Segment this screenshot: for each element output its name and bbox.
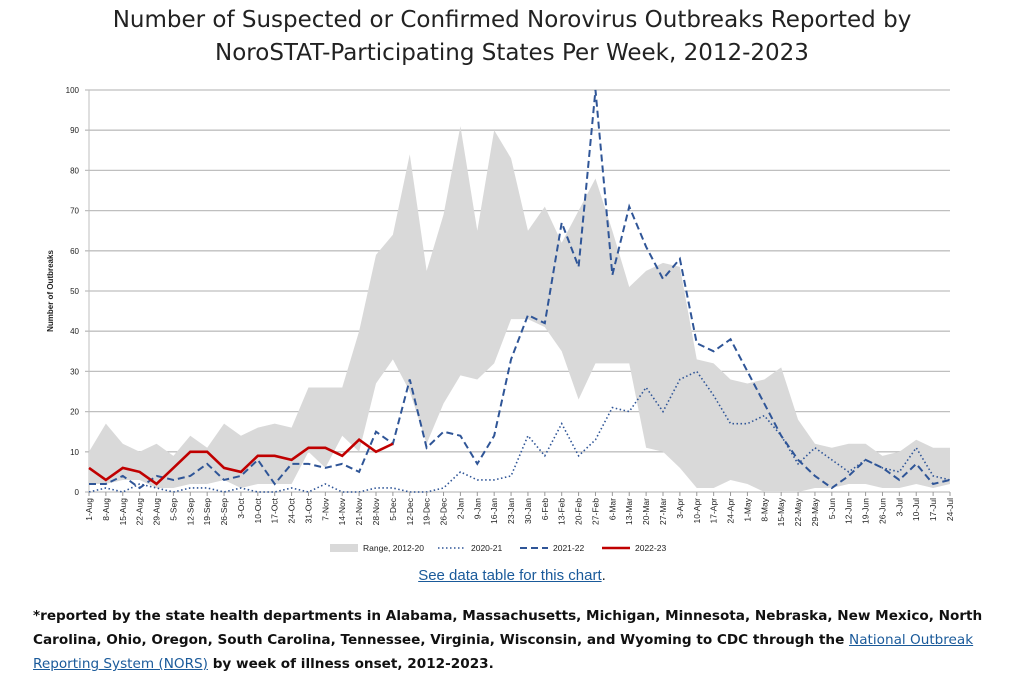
y-tick-label: 70 [70, 207, 79, 216]
legend-label: 2022-23 [635, 543, 666, 553]
series-line-2020-21 [88, 370, 951, 493]
x-tick-label: 3-Oct [236, 497, 246, 518]
x-tick-label: 30-Jan [523, 498, 533, 524]
x-tick-label: 27-Feb [590, 498, 600, 525]
legend-label: 2021-22 [553, 543, 584, 553]
legend: Range, 2012-20 2020-21 2021-22 2022-23 [330, 543, 666, 553]
x-tick-label: 6-Mar [607, 498, 617, 520]
x-tick-label: 5-Jun [827, 498, 837, 520]
y-tick-label: 20 [70, 408, 79, 417]
x-tick-label: 19-Dec [422, 497, 432, 525]
series-line-2022-23 [88, 438, 394, 486]
title-line-1: Number of Suspected or Confirmed Norovir… [112, 7, 912, 33]
x-tick-label: 7-Nov [320, 497, 330, 520]
y-tick-label: 50 [70, 287, 79, 296]
y-axis-label: Number of Outbreaks [46, 250, 55, 332]
legend-label: 2020-21 [471, 543, 502, 553]
x-tick-label: 26-Dec [439, 497, 449, 525]
x-tick-label: 3-Jul [894, 498, 904, 517]
x-tick-label: 20-Feb [574, 498, 584, 525]
x-tick-label: 29-Aug [152, 498, 162, 526]
x-tick-label: 17-Apr [709, 498, 719, 524]
x-tick-label: 21-Nov [354, 497, 364, 525]
x-tick-label: 12-Dec [405, 497, 415, 525]
x-tick-label: 17-Oct [270, 497, 280, 523]
chart-title: Number of Suspected or Confirmed Norovir… [0, 4, 1024, 70]
x-tick-label: 15-May [776, 497, 786, 526]
legend-swatch-range [330, 544, 358, 552]
x-tick-label: 10-Apr [692, 498, 702, 524]
range-area [89, 126, 950, 493]
x-tick-label: 8-May [759, 497, 769, 521]
x-tick-label: 22-May [793, 497, 803, 526]
y-tick-label: 10 [70, 448, 79, 457]
x-tick-label: 8-Aug [101, 498, 111, 521]
y-tick-label: 90 [70, 126, 79, 135]
x-tick-label: 24-Jul [945, 498, 955, 521]
x-tick-label: 19-Sep [202, 498, 212, 526]
x-tick-label: 1-Aug [84, 498, 94, 521]
x-tick-label: 27-Mar [658, 498, 668, 525]
x-tick-label: 12-Jun [844, 498, 854, 524]
y-tick-label: 30 [70, 367, 79, 376]
y-tick-label: 80 [70, 166, 79, 175]
x-tick-label: 13-Feb [557, 498, 567, 525]
x-tick-label: 19-Jun [861, 498, 871, 524]
x-tick-label: 9-Jan [472, 498, 482, 520]
x-tick-label: 5-Dec [388, 497, 398, 520]
x-tick-label: 14-Nov [337, 497, 347, 525]
title-line-2: NoroSTAT-Participating States Per Week, … [215, 40, 809, 66]
x-tick-label: 13-Mar [624, 498, 634, 525]
x-tick-label: 1-May [742, 497, 752, 521]
x-tick-label: 26-Jun [877, 498, 887, 524]
series-line-2021-22 [89, 89, 951, 490]
x-tick-label: 15-Aug [118, 498, 128, 526]
data-table-link-line: See data table for this chart. [418, 567, 606, 584]
x-tick-label: 31-Oct [303, 497, 313, 523]
x-tick-label: 3-Apr [675, 498, 685, 519]
x-tick-label: 17-Jul [928, 498, 938, 521]
x-tick-label: 10-Jul [911, 498, 921, 521]
x-tick-label: 24-Oct [287, 497, 297, 523]
x-tick-label: 16-Jan [489, 498, 499, 524]
x-tick-label: 26-Sep [219, 498, 229, 526]
x-tick-label: 6-Feb [540, 498, 550, 520]
x-tick-label: 24-Apr [726, 498, 736, 524]
chart: 0 10 20 30 40 50 60 70 80 90 100 1-Aug 8-Aug 15-Aug 2… [46, 86, 955, 553]
nors-link[interactable]: National Outbreak Reporting System (NORS… [33, 632, 974, 672]
y-tick-label: 40 [70, 327, 79, 336]
x-tick-label: 12-Sep [185, 498, 195, 526]
x-tick-label: 2-Jan [455, 498, 465, 520]
x-tick-label: 29-May [810, 497, 820, 526]
x-tick-label: 28-Nov [371, 497, 381, 525]
x-tick-label: 20-Mar [641, 498, 651, 525]
footnote: *reported by the state health department… [33, 608, 983, 672]
x-tick-label: 5-Sep [168, 498, 178, 521]
legend-label: Range, 2012-20 [363, 543, 424, 553]
y-tick-label: 0 [75, 488, 80, 497]
x-tick-label: 10-Oct [253, 497, 263, 523]
x-tick-label: 23-Jan [506, 498, 516, 524]
data-table-link[interactable]: See data table for this chart [418, 567, 602, 584]
y-tick-label: 100 [66, 86, 80, 95]
x-tick-label: 22-Aug [135, 498, 145, 526]
y-tick-label: 60 [70, 247, 79, 256]
